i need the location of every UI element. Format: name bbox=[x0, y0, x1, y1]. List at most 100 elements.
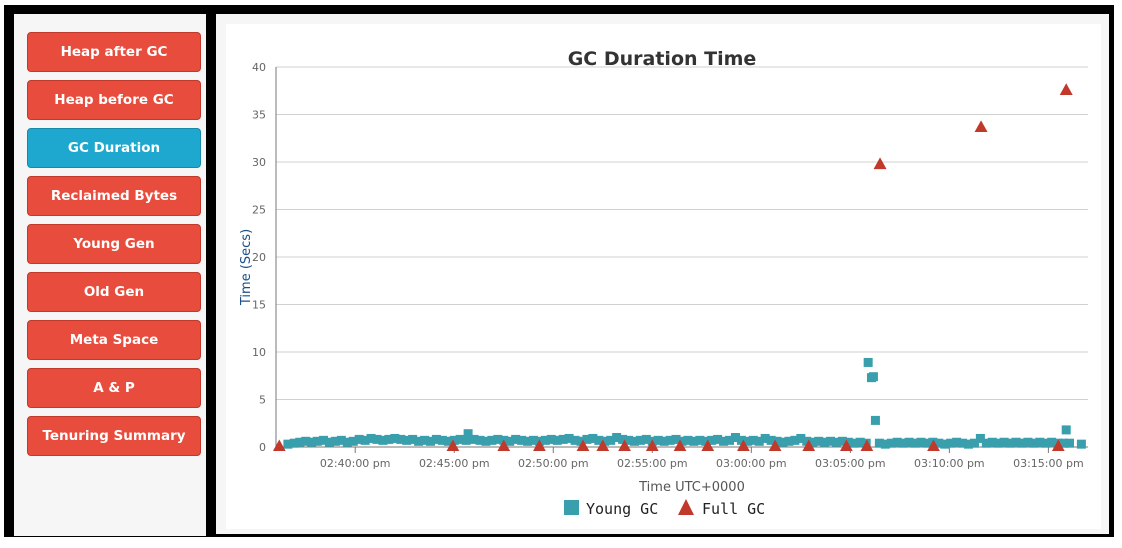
young-gc-point bbox=[814, 436, 824, 446]
young-gc-point bbox=[736, 435, 746, 445]
young-gc-point bbox=[641, 434, 651, 444]
young-gc-point bbox=[390, 433, 400, 443]
young-gc-point bbox=[975, 433, 985, 443]
young-gc-point bbox=[336, 435, 346, 445]
young-gc-point bbox=[475, 435, 485, 445]
young-gc-point bbox=[870, 415, 880, 425]
young-gc-point bbox=[624, 435, 634, 445]
full-gc-point bbox=[673, 439, 687, 451]
young-gc-point bbox=[725, 435, 735, 445]
axes: 0 5 10 15 20 25 30 35 40 02:40:00 pm 02:45:00 pm 02… bbox=[252, 61, 1088, 470]
sidebar-item-tenuring-summary[interactable]: Tenuring Summary bbox=[27, 416, 201, 456]
y-tick-label: 5 bbox=[259, 394, 266, 407]
young-gc-point bbox=[1011, 437, 1021, 447]
sidebar-item-gc-duration[interactable]: GC Duration bbox=[27, 128, 201, 168]
young-gc-point bbox=[594, 435, 604, 445]
young-gc-point bbox=[677, 436, 687, 446]
young-gc-point bbox=[330, 436, 340, 446]
full-gc-point bbox=[768, 439, 782, 451]
young-gc-point bbox=[517, 435, 527, 445]
young-gc-point bbox=[952, 437, 962, 447]
y-tick-label: 15 bbox=[252, 299, 266, 312]
full-gc-point bbox=[533, 439, 546, 451]
young-gc-point bbox=[1035, 437, 1045, 447]
young-gc-point bbox=[469, 434, 479, 444]
young-gc-point bbox=[772, 436, 782, 446]
sidebar-item-young-gen[interactable]: Young Gen bbox=[27, 224, 201, 264]
young-gc-point bbox=[958, 438, 968, 448]
young-gc-point bbox=[283, 439, 293, 449]
young-gc-point bbox=[511, 434, 521, 444]
x-tick-label: 03:10:00 pm bbox=[914, 457, 985, 470]
young-gc-point bbox=[366, 433, 376, 443]
young-gc-point bbox=[1017, 438, 1027, 448]
young-gc-point bbox=[342, 437, 352, 447]
young-gc-point bbox=[431, 434, 441, 444]
young-gc-point bbox=[402, 435, 412, 445]
young-gc-point bbox=[523, 436, 533, 446]
young-gc-point bbox=[372, 434, 382, 444]
legend-young-gc-label: Young GC bbox=[586, 500, 658, 518]
young-gc-point bbox=[1065, 438, 1075, 448]
young-gc-point bbox=[898, 438, 908, 448]
sidebar-item-reclaimed-bytes[interactable]: Reclaimed Bytes bbox=[27, 176, 201, 216]
young-gc-point bbox=[701, 436, 711, 446]
young-gc-point bbox=[558, 434, 568, 444]
sidebar: Heap after GC Heap before GC GC Duration Re… bbox=[14, 14, 206, 536]
sidebar-item-old-gen[interactable]: Old Gen bbox=[27, 272, 201, 312]
young-gc-point bbox=[600, 436, 610, 446]
young-gc-point bbox=[570, 435, 580, 445]
sidebar-item-heap-before-gc[interactable]: Heap before GC bbox=[27, 80, 201, 120]
young-gc-point bbox=[790, 435, 800, 445]
young-gc-point bbox=[946, 438, 956, 448]
young-gc-point bbox=[999, 437, 1009, 447]
young-gc-point bbox=[546, 434, 556, 444]
young-gc-point bbox=[540, 435, 550, 445]
main-panel: 0 5 10 15 20 25 30 35 40 02:40:00 pm 02:45:00 pm 02… bbox=[216, 14, 1109, 534]
full-gc-point bbox=[1051, 439, 1065, 451]
young-gc-point bbox=[964, 439, 974, 449]
young-gc-point bbox=[754, 436, 764, 446]
young-gc-point bbox=[863, 357, 873, 367]
young-gc-point bbox=[437, 435, 447, 445]
plot-area bbox=[272, 83, 1086, 451]
young-gc-point bbox=[425, 436, 435, 446]
full-gc-point bbox=[497, 439, 511, 451]
y-tick-label: 30 bbox=[252, 156, 266, 169]
x-tick-label: 02:45:00 pm bbox=[419, 457, 490, 470]
young-gc-point bbox=[552, 435, 562, 445]
young-gc-point bbox=[707, 435, 717, 445]
sidebar-item-heap-after-gc[interactable]: Heap after GC bbox=[27, 32, 201, 72]
young-gc-point bbox=[1076, 439, 1086, 449]
young-gc-point bbox=[748, 435, 758, 445]
young-gc-point bbox=[319, 435, 329, 445]
young-gc-point bbox=[505, 436, 515, 446]
young-gc-point bbox=[742, 436, 752, 446]
full-gc-point bbox=[645, 439, 659, 451]
chart-title: GC Duration Time bbox=[568, 48, 757, 70]
sidebar-item-a-p[interactable]: A & P bbox=[27, 368, 201, 408]
full-gc-point bbox=[802, 439, 816, 451]
young-gc-point bbox=[1059, 438, 1069, 448]
young-gc-point bbox=[993, 438, 1003, 448]
young-gc-point bbox=[289, 438, 299, 448]
young-gc-point bbox=[576, 436, 586, 446]
x-tick-label: 03:00:00 pm bbox=[716, 457, 787, 470]
young-gc-point bbox=[719, 436, 729, 446]
young-gc-point bbox=[874, 438, 884, 448]
young-gc-point bbox=[564, 433, 574, 443]
young-gc-point bbox=[904, 437, 914, 447]
sidebar-item-meta-space[interactable]: Meta Space bbox=[27, 320, 201, 360]
y-tick-label: 0 bbox=[259, 441, 266, 454]
young-gc-point bbox=[886, 438, 896, 448]
x-tick-label: 03:15:00 pm bbox=[1013, 457, 1084, 470]
young-gc-point bbox=[612, 433, 622, 442]
young-gc-point bbox=[760, 433, 770, 443]
young-gc-point bbox=[354, 434, 364, 444]
young-gc-point bbox=[463, 429, 473, 439]
young-gc-point bbox=[868, 372, 878, 382]
full-gc-point bbox=[596, 439, 610, 451]
young-gc-point bbox=[766, 435, 776, 445]
young-gc-point bbox=[855, 437, 865, 447]
young-gc-point bbox=[880, 439, 890, 449]
